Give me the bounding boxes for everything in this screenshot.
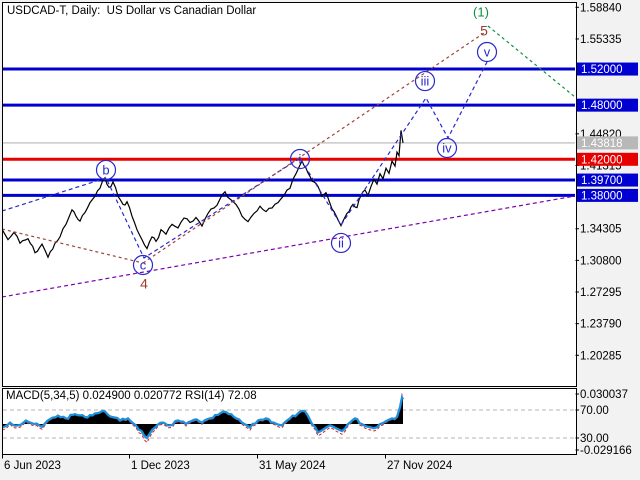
svg-text:1.42000: 1.42000: [581, 154, 623, 166]
price-axis[interactable]: 1.588401.553351.448201.413151.343051.308…: [575, 2, 639, 362]
date-label: 6 Jun 2023: [4, 460, 61, 472]
wave-marker-(1): (1): [473, 5, 489, 20]
time-axis[interactable]: 6 Jun 2023 1 Dec 2023 31 May 2024 27 Nov 20…: [2, 454, 453, 473]
indicator-tick-label: 70.00: [580, 405, 609, 417]
price-badge-1.43818: 1.43818: [577, 136, 638, 150]
svg-text:1.48000: 1.48000: [581, 100, 623, 112]
indicator-pane-content: [2, 392, 575, 444]
price-tick-label: 1.34305: [580, 224, 622, 236]
date-label: 1 Dec 2023: [131, 460, 190, 472]
price-tick-label: 1.23790: [580, 319, 622, 331]
price-badge-1.48000: 1.48000: [577, 98, 638, 112]
wave-marker-b: b: [95, 159, 117, 181]
indicator-tick-label: 30.00: [580, 433, 609, 445]
price-badge-1.42000: 1.42000: [577, 152, 638, 166]
price-tick-label: 1.30800: [580, 255, 622, 267]
price-badge-1.38000: 1.38000: [577, 188, 638, 202]
svg-text:i: i: [299, 152, 302, 167]
indicator-tick-label: 0.030037: [580, 389, 628, 401]
trendline-red-down[interactable]: [2, 228, 144, 264]
svg-text:1.39700: 1.39700: [581, 175, 623, 187]
indicator-label: MACD(5,34,5) 0.024900 0.020772 RSI(14) 7…: [6, 390, 257, 402]
wave-marker-v: v: [476, 41, 498, 63]
date-label: 27 Nov 2024: [387, 460, 453, 472]
date-label: 31 May 2024: [259, 460, 326, 472]
chart-title: USDCAD-T, Daily: US Dollar vs Canadian D…: [7, 5, 257, 17]
svg-text:b: b: [102, 162, 109, 177]
price-badge-1.52000: 1.52000: [577, 62, 638, 76]
svg-text:v: v: [484, 44, 491, 59]
price-tick-label: 1.58840: [580, 2, 622, 14]
wave-marker-c: c: [132, 254, 154, 276]
svg-text:1.38000: 1.38000: [581, 190, 623, 202]
svg-text:iii: iii: [421, 74, 430, 89]
svg-text:1.43818: 1.43818: [581, 138, 623, 150]
wave-marker-i: i: [289, 148, 311, 170]
price-tick-label: 1.20285: [580, 350, 622, 362]
wave-marker-5: 5: [480, 22, 488, 38]
wave-marker-iii: iii: [414, 70, 436, 92]
indicator-tick-label: -0.029166: [580, 445, 632, 457]
trendline-green[interactable]: [487, 25, 575, 98]
price-tick-label: 1.55335: [580, 34, 622, 46]
svg-text:1.52000: 1.52000: [581, 64, 623, 76]
svg-text:ii: ii: [338, 235, 344, 250]
svg-text:c: c: [140, 257, 147, 272]
wave-marker-4: 4: [140, 276, 148, 292]
wave-marker-ii: ii: [330, 232, 352, 254]
trendline-purple[interactable]: [2, 195, 575, 298]
wave-marker-iv: iv: [436, 137, 458, 159]
price-badge-1.39700: 1.39700: [577, 173, 638, 187]
rsi-line[interactable]: [2, 393, 405, 440]
macd-area: [3, 397, 403, 438]
svg-text:iv: iv: [442, 141, 452, 156]
price-tick-label: 1.27295: [580, 287, 622, 299]
indicator-axis[interactable]: 0.030037 70.00 30.00-0.029166: [575, 389, 632, 457]
wave-projection[interactable]: [2, 61, 488, 259]
